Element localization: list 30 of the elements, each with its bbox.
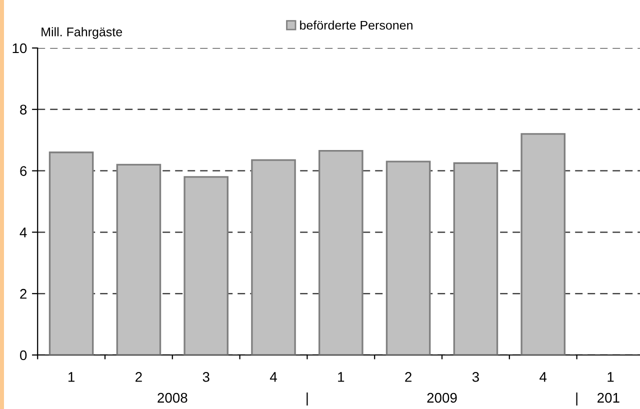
x-tick-label: 4	[270, 372, 277, 382]
legend-label: beförderte Personen	[300, 20, 412, 30]
bar	[251, 159, 296, 355]
x-tick-label: 2	[136, 372, 142, 382]
y-tick-label: 10	[12, 43, 27, 54]
x-tick-label: 3	[202, 372, 210, 382]
bar	[318, 150, 364, 355]
x-tick-label: 4	[540, 372, 547, 382]
y-tick-label: 8	[20, 104, 27, 115]
y-tick-label: 0	[20, 350, 27, 360]
x-tick-label: 1	[338, 372, 344, 382]
x-tick-label: 1	[68, 372, 74, 382]
y-tick-label: 6	[20, 166, 27, 176]
y-tick-label: 4	[20, 228, 27, 238]
x-tick-label: 2	[405, 372, 412, 382]
x-tick-label: 3	[472, 372, 479, 382]
text: |	[306, 392, 308, 406]
text: 201	[598, 392, 620, 403]
text: 2009	[427, 392, 457, 403]
bar	[453, 162, 498, 355]
x-tick-label: 1	[608, 372, 614, 382]
y-axis-title: Mill. Fahrgäste	[42, 27, 122, 39]
text: |	[576, 392, 578, 406]
bar	[116, 164, 162, 355]
text: 2008	[158, 392, 188, 403]
y-tick-label: 2	[20, 288, 26, 299]
bar	[386, 160, 431, 355]
bar	[48, 152, 94, 355]
bar	[184, 176, 229, 355]
bar	[520, 133, 566, 355]
